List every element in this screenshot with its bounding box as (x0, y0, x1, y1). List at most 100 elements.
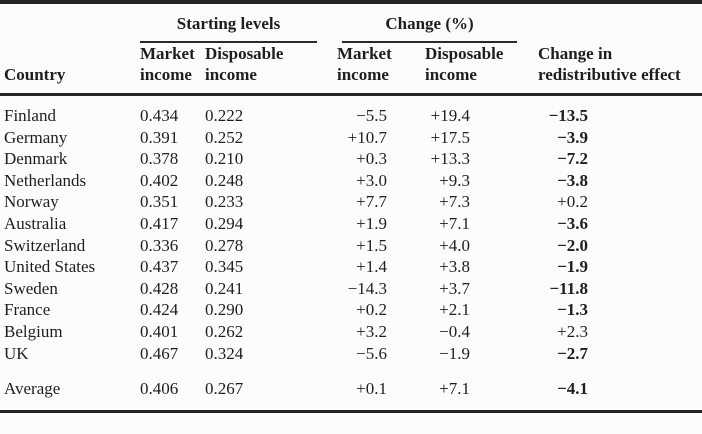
country-cell: Average (4, 379, 61, 399)
country-cell: Germany (4, 127, 68, 147)
change-redistributive-cell: −1.3 (557, 300, 588, 320)
start-market-cell: 0.434 (140, 106, 179, 125)
start-market-cell: 0.351 (140, 192, 179, 212)
start-market-cell: 0.378 (140, 149, 179, 169)
column-header-change-disposable-income: Disposable income (390, 43, 503, 96)
change-market-cell: −5.6 (356, 343, 387, 363)
change-market-cell: +0.3 (356, 149, 387, 169)
change-disposable-cell: +2.1 (439, 300, 470, 320)
column-header-change-redistributive-effect: Change in redistributive effect (475, 43, 702, 96)
start-disposable-cell: 0.294 (205, 213, 244, 233)
country-cell: UK (4, 343, 29, 363)
country-cell: Norway (4, 192, 59, 212)
change-redistributive-cell: −3.9 (557, 127, 588, 147)
country-cell: United States (4, 257, 96, 277)
change-redistributive-cell: −2.7 (557, 343, 588, 363)
row-switzerland: Switzerland 0.336 0.278 +1.5 +4.0 −2.0 (0, 235, 702, 257)
row-uk: UK 0.467 0.324 −5.6 −1.9 −2.7 (0, 343, 702, 365)
start-market-cell: 0.391 (140, 127, 179, 147)
change-disposable-cell: +19.4 (430, 106, 470, 125)
change-redistributive-cell: −1.9 (557, 257, 588, 277)
change-redistributive-cell: +2.3 (557, 321, 588, 341)
change-market-cell: +3.2 (356, 321, 387, 341)
group-header-row: Starting levels Change (%) (0, 2, 702, 43)
row-france: France 0.424 0.290 +0.2 +2.1 −1.3 (0, 299, 702, 321)
row-denmark: Denmark 0.378 0.210 +0.3 +13.3 −7.2 (0, 148, 702, 170)
change-market-cell: +1.5 (356, 235, 387, 255)
country-cell: Belgium (4, 321, 63, 341)
change-disposable-cell: +9.3 (439, 170, 470, 190)
column-header-start-disposable-income: Disposable income (205, 43, 330, 96)
start-disposable-cell: 0.324 (205, 343, 244, 363)
column-header-change-redistributive-line2: redistributive effect (538, 65, 681, 84)
row-average: Average 0.406 0.267 +0.1 +7.1 −4.1 (0, 364, 702, 411)
change-disposable-cell: +7.3 (439, 192, 470, 212)
change-market-cell: −14.3 (347, 278, 387, 298)
column-header-row: Country Market income Disposable income … (0, 43, 702, 96)
start-disposable-cell: 0.262 (205, 321, 244, 341)
start-disposable-cell: 0.345 (205, 257, 244, 277)
start-market-cell: 0.417 (140, 213, 179, 233)
spanner-spacer (475, 2, 702, 43)
start-disposable-cell: 0.290 (205, 300, 244, 320)
start-disposable-cell: 0.241 (205, 278, 244, 298)
change-market-cell: +0.1 (356, 379, 387, 399)
change-redistributive-cell: −13.5 (548, 106, 588, 125)
start-market-cell: 0.336 (140, 235, 179, 255)
change-disposable-cell: −0.4 (439, 321, 470, 341)
change-redistributive-cell: −2.0 (557, 235, 588, 255)
start-disposable-cell: 0.233 (205, 192, 244, 212)
change-disposable-cell: +13.3 (430, 149, 470, 169)
country-cell: Finland (4, 106, 56, 125)
row-netherlands: Netherlands 0.402 0.248 +3.0 +9.3 −3.8 (0, 170, 702, 192)
change-market-cell: +7.7 (356, 192, 387, 212)
row-norway: Norway 0.351 0.233 +7.7 +7.3 +0.2 (0, 191, 702, 213)
country-cell: Denmark (4, 149, 68, 169)
change-disposable-cell: +7.1 (439, 379, 470, 399)
row-united-states: United States 0.437 0.345 +1.4 +3.8 −1.9 (0, 256, 702, 278)
spanner-spacer (0, 2, 140, 43)
change-disposable-cell: +7.1 (439, 213, 470, 233)
change-disposable-cell: −1.9 (439, 343, 470, 363)
start-market-cell: 0.402 (140, 170, 179, 190)
change-redistributive-cell: −3.8 (557, 170, 588, 190)
country-cell: France (4, 300, 51, 320)
group-header-starting-levels: Starting levels (140, 2, 330, 43)
start-disposable-cell: 0.252 (205, 127, 244, 147)
change-redistributive-cell: −7.2 (557, 149, 588, 169)
row-belgium: Belgium 0.401 0.262 +3.2 −0.4 +2.3 (0, 321, 702, 343)
column-header-change-redistributive-line1: Change in (538, 44, 613, 63)
row-germany: Germany 0.391 0.252 +10.7 +17.5 −3.9 (0, 127, 702, 149)
country-cell: Netherlands (4, 170, 87, 190)
change-redistributive-cell: −4.1 (557, 379, 588, 399)
change-market-cell: +1.4 (356, 257, 387, 277)
change-market-cell: +10.7 (347, 127, 387, 147)
change-redistributive-cell: +0.2 (557, 192, 588, 212)
start-disposable-cell: 0.222 (205, 106, 244, 125)
column-header-country: Country (0, 43, 140, 96)
start-market-cell: 0.467 (140, 343, 179, 363)
start-disposable-cell: 0.248 (205, 170, 244, 190)
income-inequality-table: Starting levels Change (%) Country Marke… (0, 0, 702, 413)
row-australia: Australia 0.417 0.294 +1.9 +7.1 −3.6 (0, 213, 702, 235)
change-disposable-cell: +4.0 (439, 235, 470, 255)
row-finland: Finland 0.434 0.222 −5.5 +19.4 −13.5 (0, 95, 702, 127)
change-redistributive-cell: −3.6 (557, 213, 588, 233)
country-cell: Australia (4, 213, 67, 233)
country-cell: Sweden (4, 278, 58, 298)
start-disposable-cell: 0.267 (205, 379, 244, 399)
start-market-cell: 0.428 (140, 278, 179, 298)
group-header-change-pct: Change (%) (330, 2, 517, 43)
start-disposable-cell: 0.210 (205, 149, 244, 169)
start-market-cell: 0.424 (140, 300, 179, 320)
change-disposable-cell: +3.8 (439, 257, 470, 277)
change-redistributive-cell: −11.8 (549, 278, 589, 298)
change-disposable-cell: +17.5 (430, 127, 470, 147)
start-market-cell: 0.437 (140, 257, 179, 277)
start-market-cell: 0.401 (140, 321, 179, 341)
row-sweden: Sweden 0.428 0.241 −14.3 +3.7 −11.8 (0, 278, 702, 300)
column-header-change-market-income: Market income (330, 43, 392, 96)
change-market-cell: −5.5 (356, 106, 387, 125)
change-market-cell: +3.0 (356, 170, 387, 190)
